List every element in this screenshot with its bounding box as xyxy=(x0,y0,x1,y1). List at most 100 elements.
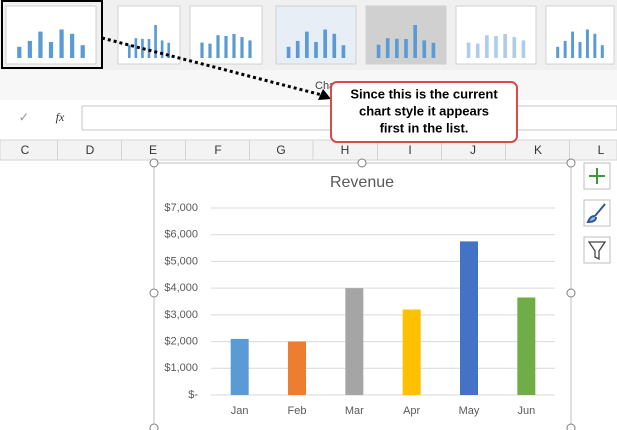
thumbnail-bar xyxy=(38,31,43,58)
y-tick-label: $2,000 xyxy=(164,335,198,347)
thumbnail-bar xyxy=(485,35,489,58)
filter-icon xyxy=(587,241,607,261)
column-header: J xyxy=(470,143,476,157)
callout-box xyxy=(330,81,518,143)
handle[interactable] xyxy=(566,158,576,168)
ribbon-group xyxy=(0,70,617,100)
chart-filters-button[interactable] xyxy=(583,236,611,264)
column-header-row xyxy=(0,139,617,161)
thumbnail-bar xyxy=(585,29,589,58)
callout-text: Since this is the current xyxy=(350,86,498,101)
thumbnail-bar xyxy=(563,40,567,58)
thumbnail-bar xyxy=(240,37,244,58)
thumbnail-bar xyxy=(323,29,327,58)
thumbnail-bar xyxy=(216,35,220,58)
column-header: I xyxy=(408,143,411,157)
thumbnail-bar xyxy=(70,33,75,58)
thumbnail-bar xyxy=(200,42,204,58)
x-tick-label: Jan xyxy=(231,405,249,417)
thumbnail-bar xyxy=(160,40,164,58)
fx-button[interactable]: fx xyxy=(56,110,65,124)
arrow-line xyxy=(101,36,323,97)
brush-icon xyxy=(586,203,606,224)
thumbnail-bar xyxy=(376,44,381,58)
handle[interactable] xyxy=(149,288,159,298)
handle[interactable] xyxy=(566,288,576,298)
thumbnail-bar xyxy=(59,29,64,58)
x-tick-label: May xyxy=(459,405,480,417)
enter-icon[interactable]: ✓ xyxy=(19,109,30,124)
y-tick-label: $3,000 xyxy=(164,309,198,321)
bar xyxy=(460,241,478,395)
column-header: L xyxy=(598,143,605,157)
column-header: E xyxy=(149,143,157,157)
thumbnail-bar xyxy=(404,39,408,58)
thumbnail-bar xyxy=(431,42,436,58)
chart-buttons xyxy=(583,162,611,264)
x-tick-label: Jun xyxy=(517,405,535,417)
x-tick-label: Feb xyxy=(288,405,307,417)
thumbnail-bar xyxy=(578,42,582,58)
y-tick-label: $- xyxy=(188,389,198,401)
handles xyxy=(149,158,576,430)
bar xyxy=(230,338,249,395)
thumbnail-bar xyxy=(466,42,471,58)
column-header: G xyxy=(276,143,285,157)
callout-text: chart style it appears xyxy=(359,103,489,118)
thumbnail-bar xyxy=(332,33,337,58)
selected-style[interactable] xyxy=(1,0,103,69)
thumbnail-bar xyxy=(494,36,498,58)
thumbnail-bar xyxy=(286,46,291,58)
thumbnail-bar xyxy=(127,44,131,58)
thumbnail-bar xyxy=(17,46,22,58)
thumbnail-bar xyxy=(413,25,417,58)
thumbnail-bar xyxy=(556,46,560,58)
thumbnail-bar xyxy=(80,45,85,58)
x-tick-label: Mar xyxy=(345,405,364,417)
thumbnail-bar xyxy=(141,38,144,58)
y-tick-label: $6,000 xyxy=(164,229,198,241)
handle[interactable] xyxy=(357,158,367,168)
thumbnail-bar xyxy=(167,42,171,58)
thumbnail-bar xyxy=(305,31,309,58)
thumbnail-bar xyxy=(512,37,517,58)
thumbnail-bar xyxy=(134,38,138,58)
arrow-head xyxy=(318,89,331,100)
style-thumbnails xyxy=(5,5,615,65)
column-header: K xyxy=(534,143,542,157)
y-tick-label: $4,000 xyxy=(164,282,198,294)
thumbnail-bar xyxy=(341,45,346,58)
handle[interactable] xyxy=(149,423,159,430)
thumbnail-bar xyxy=(600,45,604,58)
y-tick-label: $7,000 xyxy=(164,202,198,214)
column-header: C xyxy=(21,143,30,157)
thumbnail-bar xyxy=(147,39,151,58)
thumbnail-bar xyxy=(27,40,32,58)
thumbnail-bar xyxy=(395,38,399,58)
thumbnail-bar xyxy=(248,40,252,58)
column-header: D xyxy=(86,143,95,157)
bar xyxy=(402,309,421,395)
chart: Revenue $- $1,000 $2,000 $3,000 $4,000 $5,000… xyxy=(164,174,555,417)
thumbnail-bar xyxy=(385,38,390,58)
y-tick-label: $5,000 xyxy=(164,255,198,267)
thumbnail-bar xyxy=(314,42,318,58)
chart-title: Revenue xyxy=(330,174,394,191)
handle[interactable] xyxy=(149,158,159,168)
x-tick-label: Apr xyxy=(403,405,420,417)
column-header: F xyxy=(214,143,221,157)
thumbnail-bar xyxy=(593,33,597,58)
thumbnail-bar xyxy=(521,40,526,58)
bar xyxy=(345,288,364,395)
thumbnail-bar xyxy=(422,40,427,58)
thumbnail-bar xyxy=(503,34,507,58)
thumbnail-bar xyxy=(208,43,212,58)
thumbnail-bar xyxy=(232,34,236,58)
thumbnail-bar xyxy=(154,25,157,58)
thumbnail-bar xyxy=(224,36,228,58)
thumbnail-bar xyxy=(571,31,575,58)
y-tick-label: $1,000 xyxy=(164,362,198,374)
bar xyxy=(288,341,306,395)
handle[interactable] xyxy=(566,423,576,430)
